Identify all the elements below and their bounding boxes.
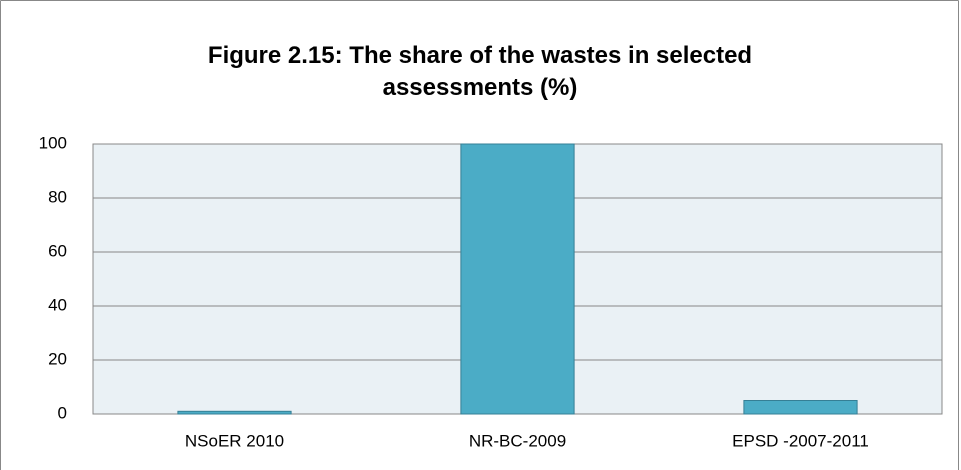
x-tick-label: NSoER 2010 (185, 431, 284, 450)
x-tick-label: EPSD -2007-2011 (732, 431, 869, 450)
bar (743, 400, 858, 415)
y-tick-label: 60 (48, 241, 67, 260)
y-tick-label: 40 (48, 295, 67, 314)
y-tick-label: 0 (58, 403, 67, 422)
y-tick-label: 20 (48, 349, 67, 368)
chart-title: Figure 2.15: The share of the wastes in … (207, 42, 753, 101)
bar (460, 143, 575, 415)
x-tick-label: NR-BC-2009 (469, 431, 566, 450)
y-tick-label: 100 (39, 133, 67, 152)
y-tick-label: 80 (48, 187, 67, 206)
bar (177, 410, 292, 415)
